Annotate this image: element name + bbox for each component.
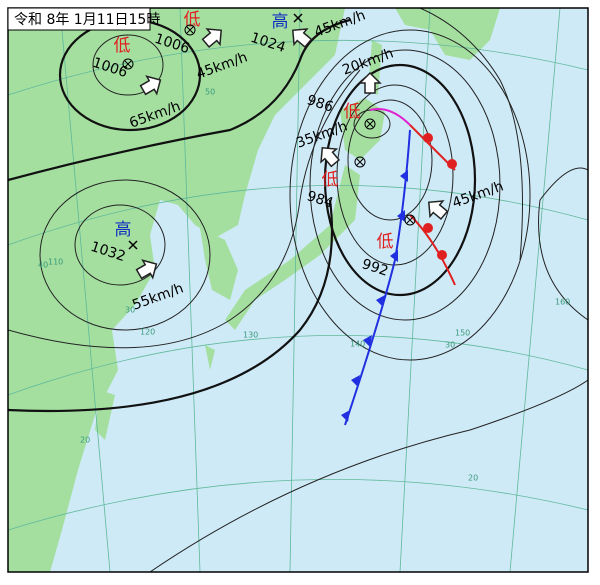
- grid-label: 140: [350, 340, 365, 349]
- title-box: [7, 7, 151, 31]
- system-kind: 低: [322, 170, 339, 190]
- isobar: [336, 84, 454, 266]
- motion-arrow: [291, 28, 313, 49]
- low-center: [364, 118, 376, 130]
- longitude-line: [509, 8, 561, 572]
- latitude-line: [8, 335, 588, 396]
- pressure-label: 984: [305, 188, 335, 212]
- longitude-line: [289, 8, 301, 572]
- isobar: [538, 167, 588, 321]
- isobar: [8, 69, 361, 349]
- islands: [95, 345, 215, 440]
- pressure-label: 986: [305, 92, 335, 116]
- kamchatka: [395, 8, 500, 60]
- system-kind: 低: [344, 102, 361, 122]
- motion-arrow: [201, 28, 223, 49]
- grid-label: 110: [48, 258, 63, 267]
- low-center: [122, 58, 134, 70]
- isobar: [39, 179, 211, 331]
- high-center: [128, 240, 138, 250]
- motion-arrow: [135, 259, 158, 280]
- isobar: [8, 199, 334, 413]
- low-center: [366, 120, 374, 128]
- system-kind: 高: [115, 220, 132, 240]
- isobar: [347, 99, 433, 221]
- map-frame: [7, 7, 589, 573]
- isobar: [309, 49, 501, 321]
- grid-label: 150: [455, 329, 470, 338]
- motion-arrow: [427, 200, 449, 221]
- honshu: [225, 165, 360, 330]
- map-title: 令和 8年 1月11日15時: [14, 12, 160, 28]
- isobar: [92, 34, 164, 96]
- grid-label: 160: [555, 298, 570, 307]
- grid-label: 30: [445, 341, 455, 350]
- motion-arrow: [358, 71, 382, 94]
- grid-label: 120: [140, 328, 155, 337]
- system-kind: 低: [377, 232, 394, 252]
- low-center: [354, 156, 366, 168]
- latitude-line: [8, 185, 588, 246]
- pressure-label: 992: [360, 256, 390, 279]
- isobar: [74, 204, 166, 286]
- isobar: [419, 8, 523, 261]
- low-center: [406, 216, 414, 224]
- grid-label: 30: [125, 306, 135, 315]
- hokkaido: [340, 98, 385, 160]
- isobar: [323, 63, 477, 297]
- high-center: [293, 13, 303, 23]
- system-kind: 高: [272, 12, 289, 32]
- isobar: [8, 18, 351, 182]
- continent: [8, 8, 345, 572]
- low-center: [184, 24, 196, 36]
- longitude-line: [179, 8, 201, 572]
- longitude-line: [399, 8, 431, 572]
- low-center: [404, 214, 416, 226]
- warm-front-marks: [423, 133, 457, 260]
- low-center: [186, 26, 194, 34]
- occluded-front: [369, 108, 411, 126]
- grid-label: 20: [80, 436, 90, 445]
- low-center: [124, 60, 132, 68]
- isobar: [289, 29, 531, 361]
- cold-front-marks: [341, 170, 408, 422]
- system-kind: 低: [114, 36, 131, 56]
- low-center: [356, 158, 364, 166]
- map-body: [8, 8, 588, 572]
- motion-arrow: [320, 146, 341, 168]
- grid-label: 20: [468, 474, 478, 483]
- grid-label: 130: [243, 331, 258, 340]
- motion-arrow: [139, 75, 162, 96]
- isobar: [149, 379, 588, 572]
- grid-label: 50: [205, 88, 215, 97]
- grid-label: 40: [38, 261, 48, 270]
- latitude-line: [8, 478, 588, 531]
